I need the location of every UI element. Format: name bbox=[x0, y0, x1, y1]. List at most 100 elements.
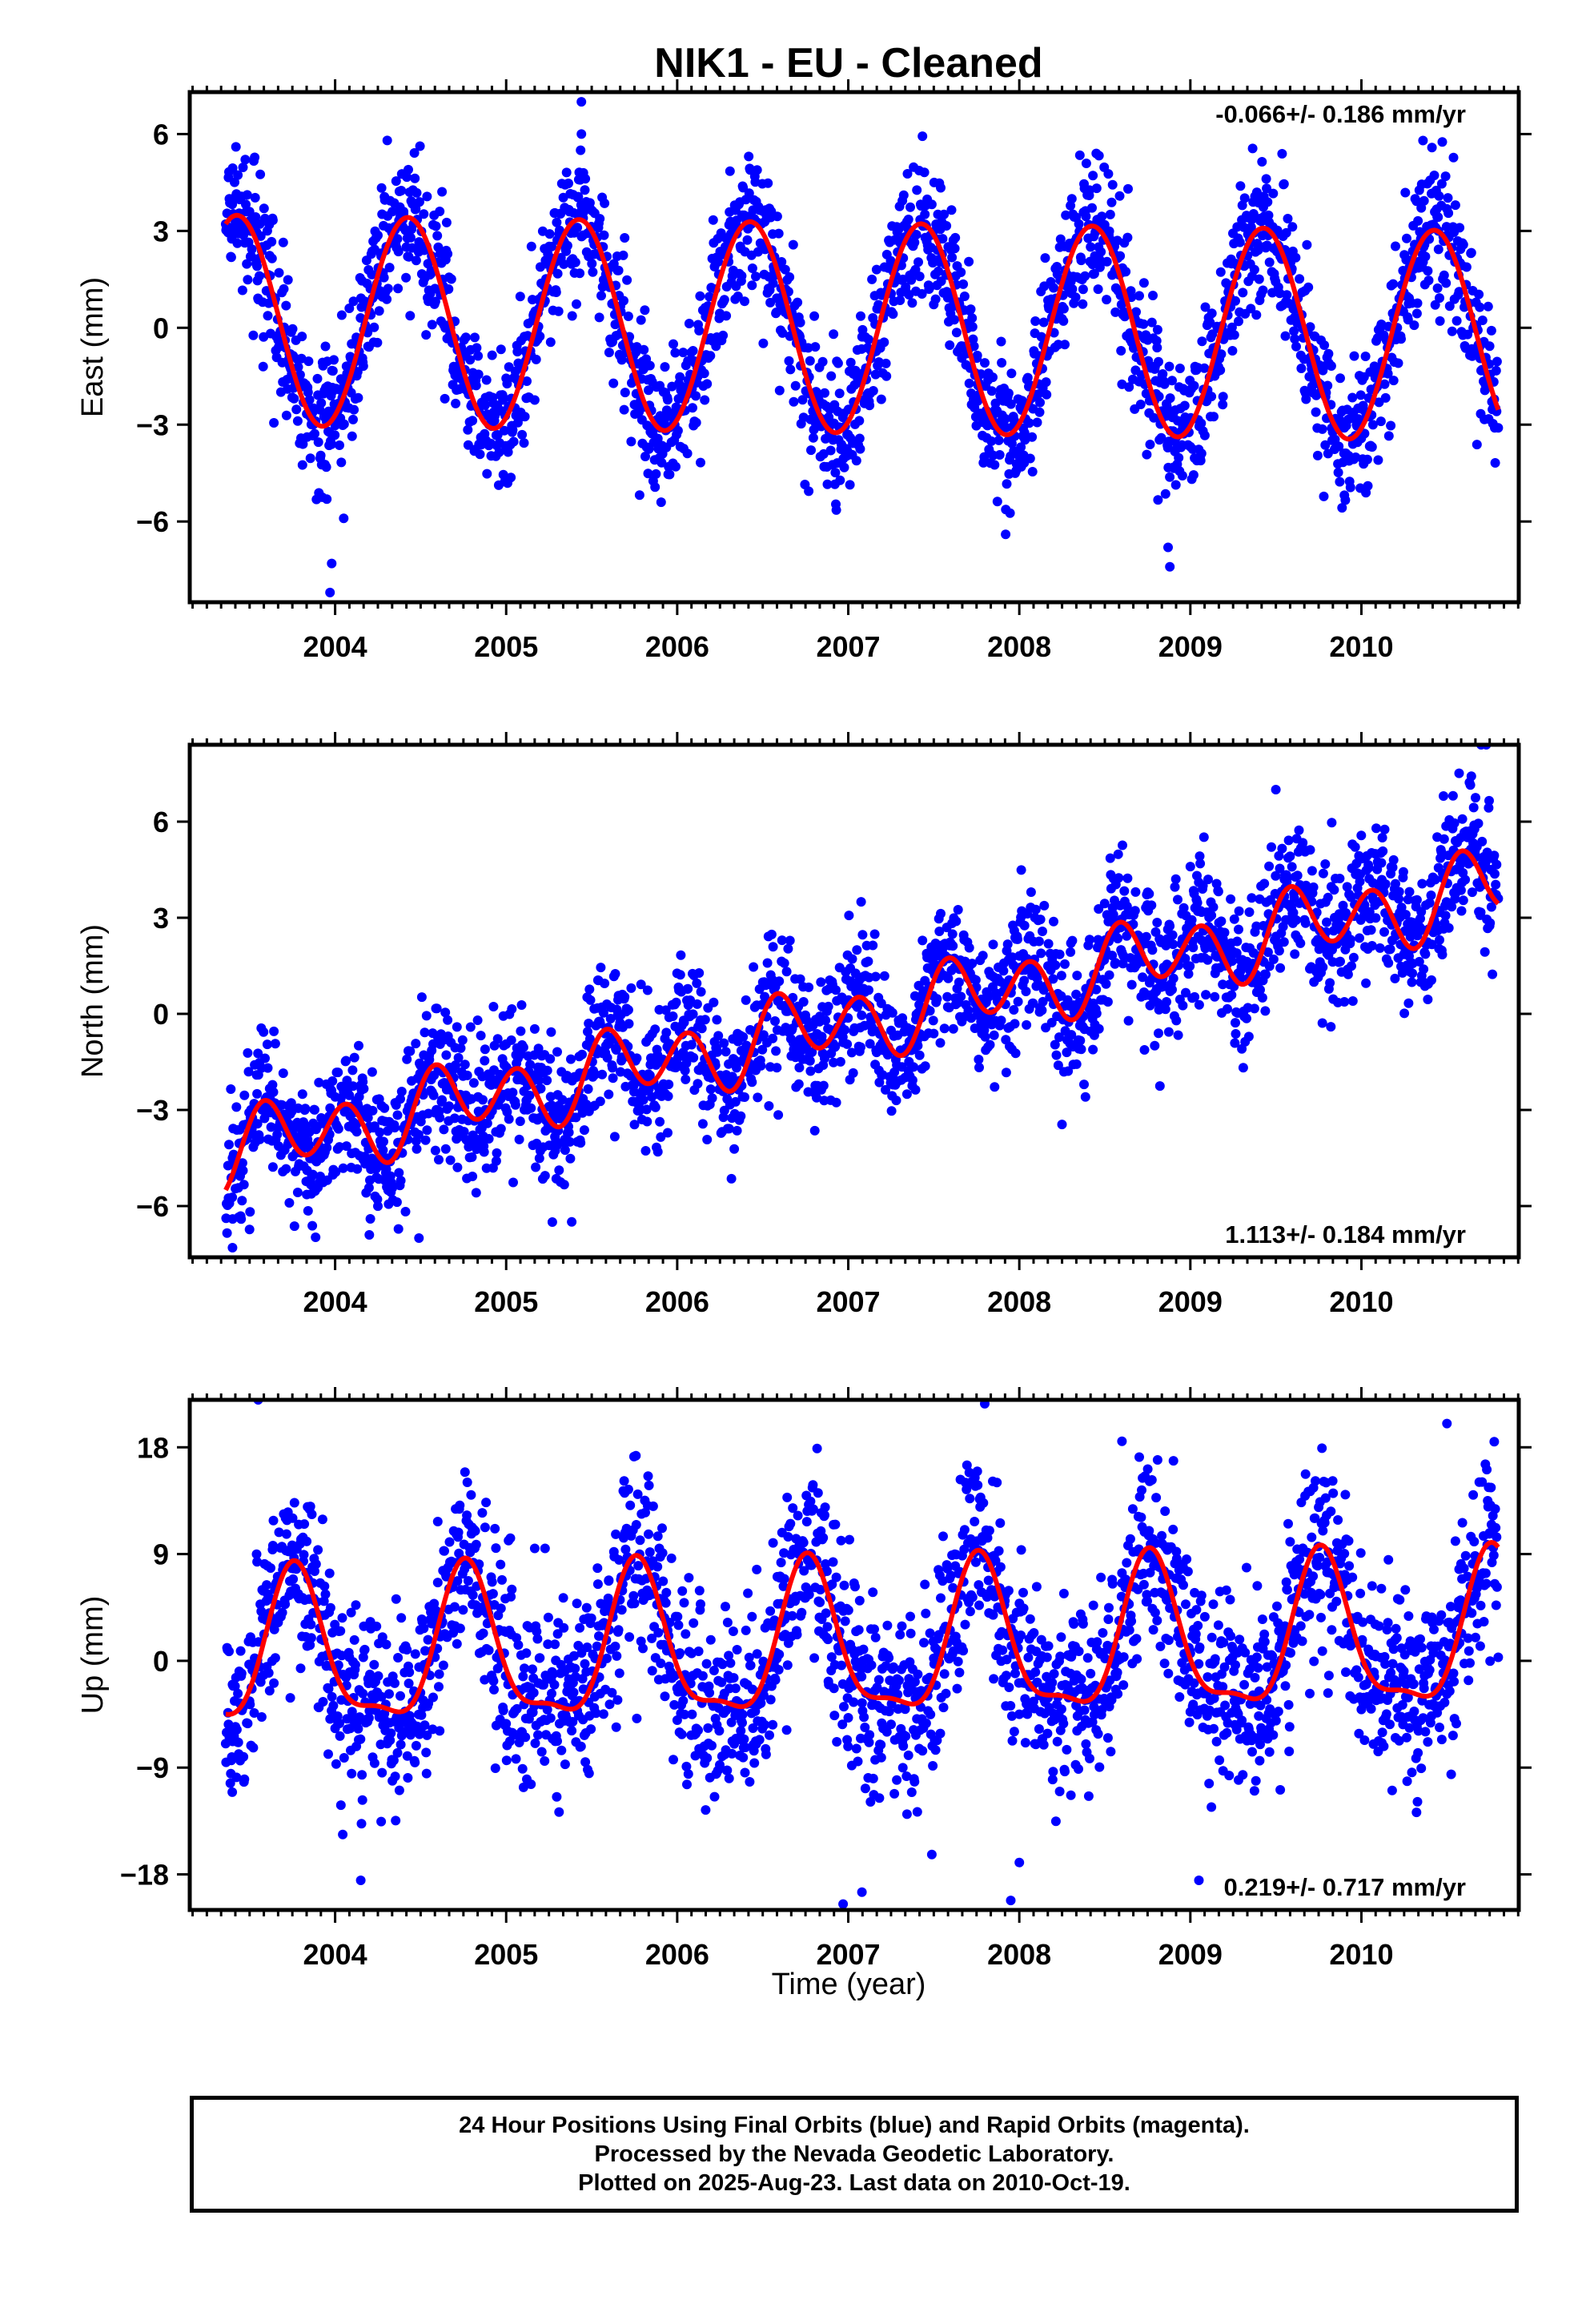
east-point bbox=[1152, 343, 1162, 353]
east-point bbox=[763, 178, 773, 188]
east-point bbox=[440, 393, 450, 404]
east-point bbox=[1367, 442, 1377, 452]
east-point bbox=[737, 271, 747, 281]
north-point bbox=[1208, 902, 1219, 912]
east-point bbox=[547, 241, 556, 251]
north-point bbox=[1414, 956, 1424, 967]
east-point bbox=[684, 319, 694, 328]
north-point bbox=[514, 1134, 524, 1144]
north-point bbox=[1053, 1060, 1063, 1071]
east-point bbox=[1477, 316, 1488, 325]
north-point bbox=[1036, 948, 1046, 959]
east-point bbox=[551, 287, 561, 297]
north-point bbox=[768, 1033, 778, 1043]
north-point bbox=[430, 1145, 440, 1156]
east-point bbox=[531, 354, 541, 364]
north-point bbox=[1163, 1027, 1174, 1037]
east-point bbox=[881, 371, 892, 381]
east-point bbox=[567, 311, 577, 321]
east-point bbox=[409, 148, 420, 158]
north-point bbox=[652, 1147, 663, 1157]
north-point bbox=[1361, 978, 1371, 988]
east-point bbox=[1363, 480, 1373, 491]
north-point bbox=[468, 1172, 478, 1181]
east-point bbox=[247, 251, 256, 262]
north-point bbox=[934, 927, 945, 936]
north-point bbox=[694, 968, 705, 978]
north-point bbox=[559, 1180, 569, 1190]
north-point bbox=[1263, 947, 1273, 957]
north-point bbox=[1230, 1038, 1240, 1048]
east-point bbox=[650, 482, 661, 493]
north-point bbox=[526, 1103, 536, 1113]
east-point bbox=[393, 283, 404, 294]
east-point bbox=[279, 283, 289, 294]
north-point bbox=[341, 1141, 351, 1152]
east-panel: 2004 2005 2006 2007 2008 2009 2010−6−3036East … bbox=[76, 79, 1532, 663]
east-point bbox=[1339, 423, 1350, 433]
north-point bbox=[936, 908, 946, 919]
north-point bbox=[1192, 898, 1203, 908]
north-point bbox=[1013, 934, 1022, 944]
north-point bbox=[1034, 936, 1044, 947]
east-point bbox=[496, 344, 506, 355]
east-point bbox=[1002, 479, 1012, 489]
east-point bbox=[348, 296, 359, 307]
north-point bbox=[661, 1005, 671, 1015]
north-point bbox=[480, 1044, 490, 1055]
east-point bbox=[379, 272, 389, 283]
north-point bbox=[760, 991, 770, 1002]
north-point bbox=[925, 1006, 935, 1016]
north-point bbox=[602, 1052, 612, 1063]
east-point bbox=[1345, 482, 1355, 493]
east-point bbox=[1355, 390, 1366, 400]
east-point bbox=[1001, 529, 1011, 540]
east-point bbox=[934, 266, 944, 276]
north-point bbox=[1285, 851, 1295, 862]
north-point bbox=[1091, 984, 1102, 995]
east-point bbox=[1490, 458, 1500, 468]
east-point bbox=[446, 274, 456, 284]
north-point bbox=[953, 905, 963, 915]
east-point bbox=[964, 256, 974, 267]
north-point bbox=[1308, 882, 1319, 892]
north-point bbox=[1113, 934, 1123, 943]
east-point bbox=[1472, 440, 1482, 450]
north-point bbox=[1080, 1092, 1090, 1102]
north-point bbox=[552, 1047, 562, 1057]
north-point bbox=[1400, 910, 1411, 920]
east-point bbox=[972, 350, 982, 360]
east-point bbox=[295, 370, 305, 380]
north-point bbox=[1366, 925, 1376, 935]
east-point bbox=[313, 437, 323, 448]
east-point bbox=[1305, 322, 1315, 332]
east-point bbox=[1430, 300, 1440, 310]
north-point bbox=[420, 1027, 430, 1038]
north-point bbox=[456, 1043, 466, 1053]
east-point bbox=[1058, 316, 1069, 326]
east-point bbox=[255, 169, 266, 179]
east-point bbox=[1110, 307, 1121, 317]
north-point bbox=[707, 1093, 717, 1104]
north-point bbox=[525, 1059, 536, 1070]
north-point bbox=[1227, 990, 1237, 1000]
east-x-tick-label: 2005 bbox=[474, 630, 538, 663]
east-point bbox=[1207, 329, 1218, 340]
north-point bbox=[237, 1196, 247, 1206]
north-point bbox=[758, 1030, 769, 1040]
north-point bbox=[1079, 1080, 1089, 1090]
east-point bbox=[535, 332, 545, 341]
north-point bbox=[434, 1155, 444, 1165]
east-point bbox=[936, 276, 946, 287]
north-point bbox=[1244, 907, 1255, 917]
east-point bbox=[1483, 301, 1493, 312]
north-point bbox=[1072, 971, 1082, 981]
east-point bbox=[349, 404, 359, 415]
east-point bbox=[946, 205, 957, 215]
east-point bbox=[780, 264, 790, 275]
east-point bbox=[1400, 187, 1411, 198]
north-point bbox=[1075, 1035, 1086, 1046]
north-point bbox=[747, 1077, 757, 1088]
east-point bbox=[1207, 392, 1217, 402]
east-point bbox=[1333, 468, 1343, 477]
